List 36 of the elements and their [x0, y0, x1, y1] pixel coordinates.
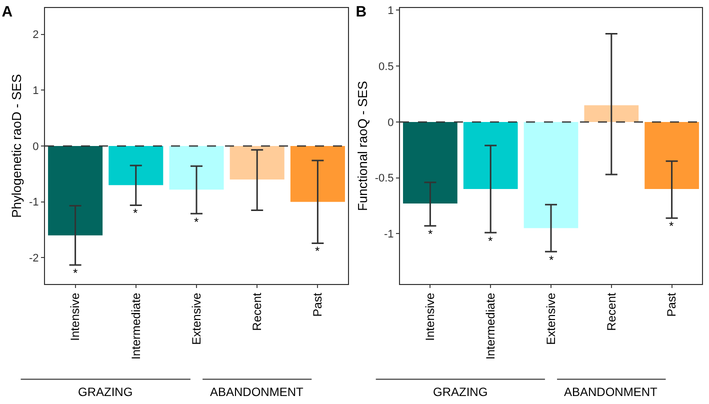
x-tick-label: Extensive: [189, 292, 204, 345]
y-tick-label: 1: [388, 5, 394, 18]
x-tick-label: Extensive: [544, 292, 558, 345]
chart-title: A: [2, 4, 13, 21]
text: GRAZING: [78, 385, 133, 399]
y-tick-label: -1: [384, 228, 394, 241]
x-tick-label: Intermediate: [484, 292, 498, 360]
text: ABANDONMENT: [564, 385, 658, 399]
text: GRAZING: [433, 385, 488, 399]
y-tick-label: -0.5: [374, 172, 394, 185]
y-tick-label: 0: [32, 140, 39, 153]
x-tick-label: Past: [664, 292, 679, 317]
text: ABANDONMENT: [210, 385, 304, 399]
x-tick-label: Intensive: [423, 292, 438, 341]
annotation: *: [73, 266, 78, 280]
y-axis-title: Functional raoQ - SES: [354, 80, 370, 212]
chart-title: B: [356, 4, 367, 21]
annotation: *: [488, 234, 493, 248]
y-axis-title: Phylogenetic raoD - SES: [8, 74, 24, 218]
annotation: *: [315, 244, 320, 258]
x-tick-label: Intermediate: [128, 292, 143, 360]
annotation: *: [194, 215, 199, 229]
y-tick-label: 0: [388, 116, 394, 129]
x-tick-label: Recent: [250, 292, 264, 331]
x-tick-label: Past: [310, 292, 325, 317]
y-tick-label: 2: [32, 29, 39, 42]
annotation: *: [428, 227, 433, 241]
annotation: *: [669, 219, 674, 233]
y-tick-label: -2: [29, 252, 39, 265]
annotation: *: [549, 253, 554, 267]
x-tick-label: Recent: [604, 292, 618, 331]
annotation: *: [133, 206, 138, 220]
y-tick-label: 1: [32, 84, 39, 97]
y-tick-label: -1: [29, 196, 39, 209]
x-tick-label: Intensive: [68, 292, 82, 341]
y-tick-label: 0.5: [378, 60, 394, 73]
